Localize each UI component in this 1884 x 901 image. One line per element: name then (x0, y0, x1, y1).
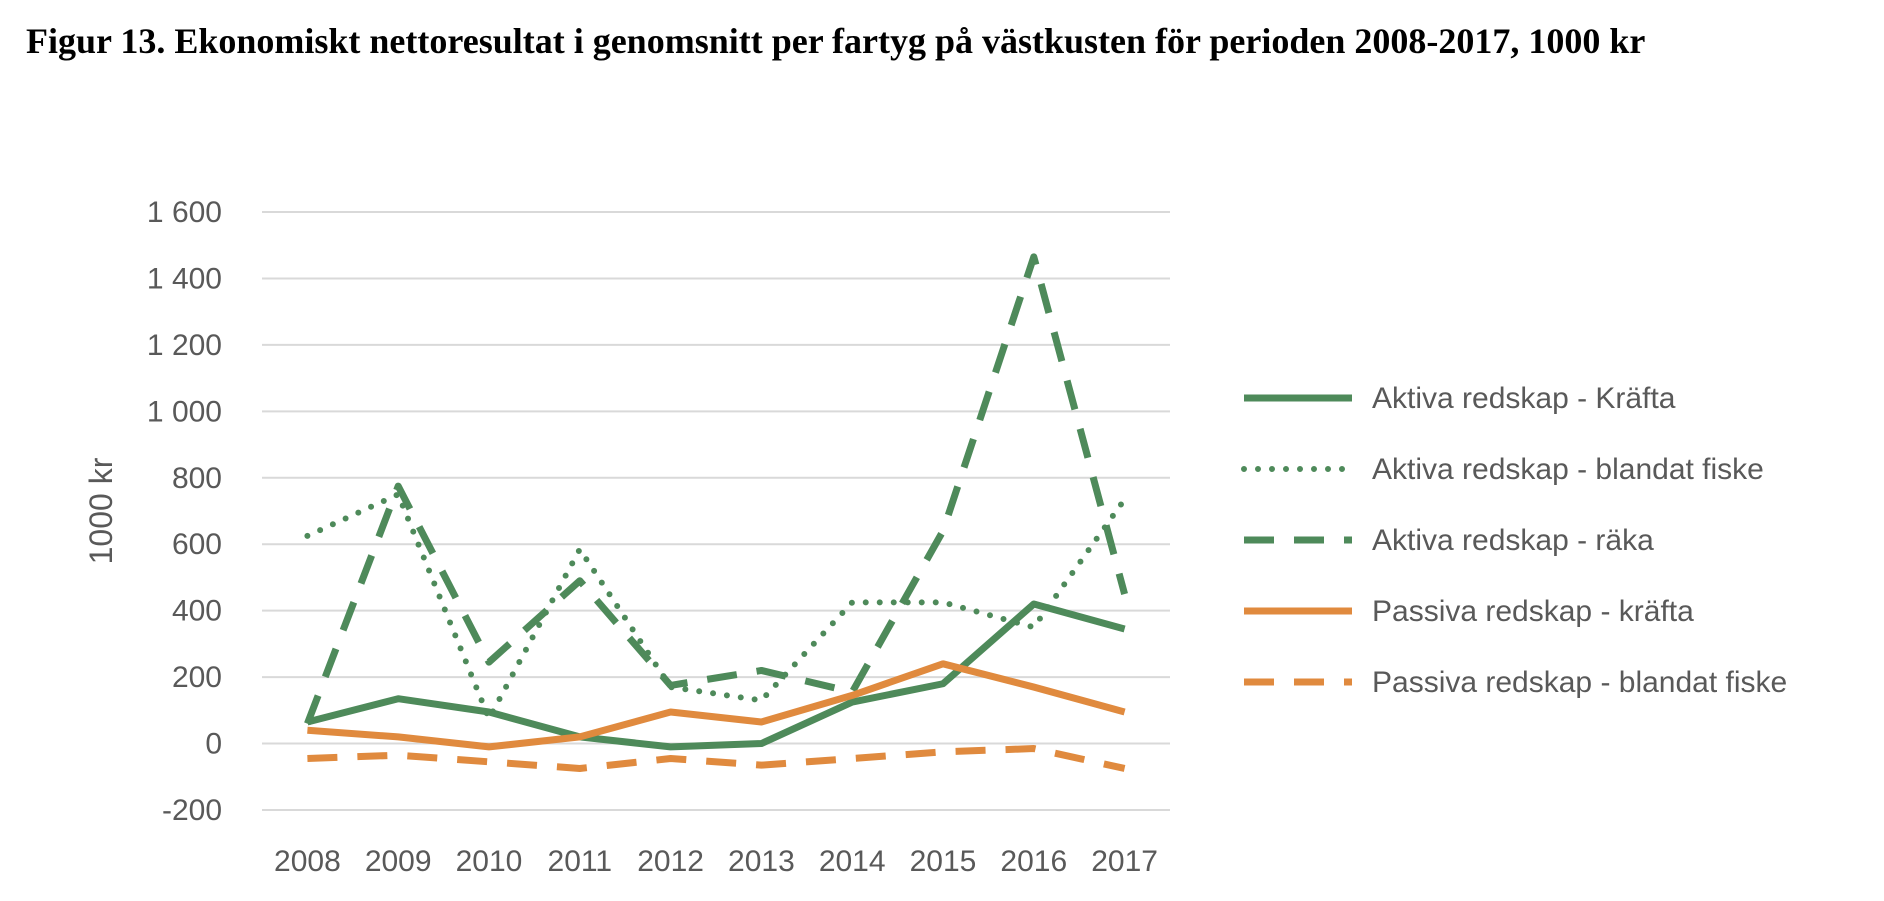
x-tick-label: 2010 (456, 845, 523, 878)
y-axis-title: 1000 kr (83, 457, 119, 564)
x-tick-label: 2014 (819, 845, 886, 878)
y-tick-label: 1 400 (147, 262, 222, 295)
y-tick-label: 600 (172, 528, 222, 561)
y-tick-label: 1 600 (147, 196, 222, 229)
legend-label: Passiva redskap - blandat fiske (1372, 666, 1787, 699)
series-lines (304, 253, 1128, 772)
series-line-3 (304, 253, 1128, 725)
legend: Aktiva redskap - Kräfta Aktiva redskap - … (1241, 382, 1787, 699)
y-tick-label: 800 (172, 462, 222, 495)
y-tick-label: 1 200 (147, 329, 222, 362)
axis-ticks: -200 0 200 400 600 800 1 000 1 200 1 400 1 600 200… (147, 196, 1158, 878)
series-line-4 (307, 660, 1126, 751)
x-tick-label: 2009 (365, 845, 432, 878)
y-tick-label: 400 (172, 595, 222, 628)
x-tick-label: 2012 (637, 845, 704, 878)
legend-label: Aktiva redskap - blandat fiske (1372, 453, 1764, 486)
x-tick-label: 2013 (728, 845, 795, 878)
x-tick-label: 2015 (910, 845, 977, 878)
series-line-5 (307, 745, 1126, 772)
legend-label: Aktiva redskap - räka (1372, 524, 1654, 557)
x-tick-label: 2017 (1091, 845, 1158, 878)
series-line-1 (306, 600, 1126, 751)
legend-label: Passiva redskap - kräfta (1372, 595, 1694, 628)
x-tick-label: 2011 (548, 845, 613, 878)
y-tick-label: -200 (162, 794, 222, 827)
figure-caption: Figur 13. Ekonomiskt nettoresultat i gen… (26, 21, 1646, 61)
y-tick-label: 200 (172, 661, 222, 694)
y-tick-label: 0 (205, 728, 222, 761)
x-tick-label: 2016 (1000, 845, 1067, 878)
y-tick-label: 1 000 (147, 395, 222, 428)
x-tick-label: 2008 (274, 845, 341, 878)
legend-label: Aktiva redskap - Kräfta (1372, 382, 1676, 415)
series-line-2 (304, 491, 1128, 722)
